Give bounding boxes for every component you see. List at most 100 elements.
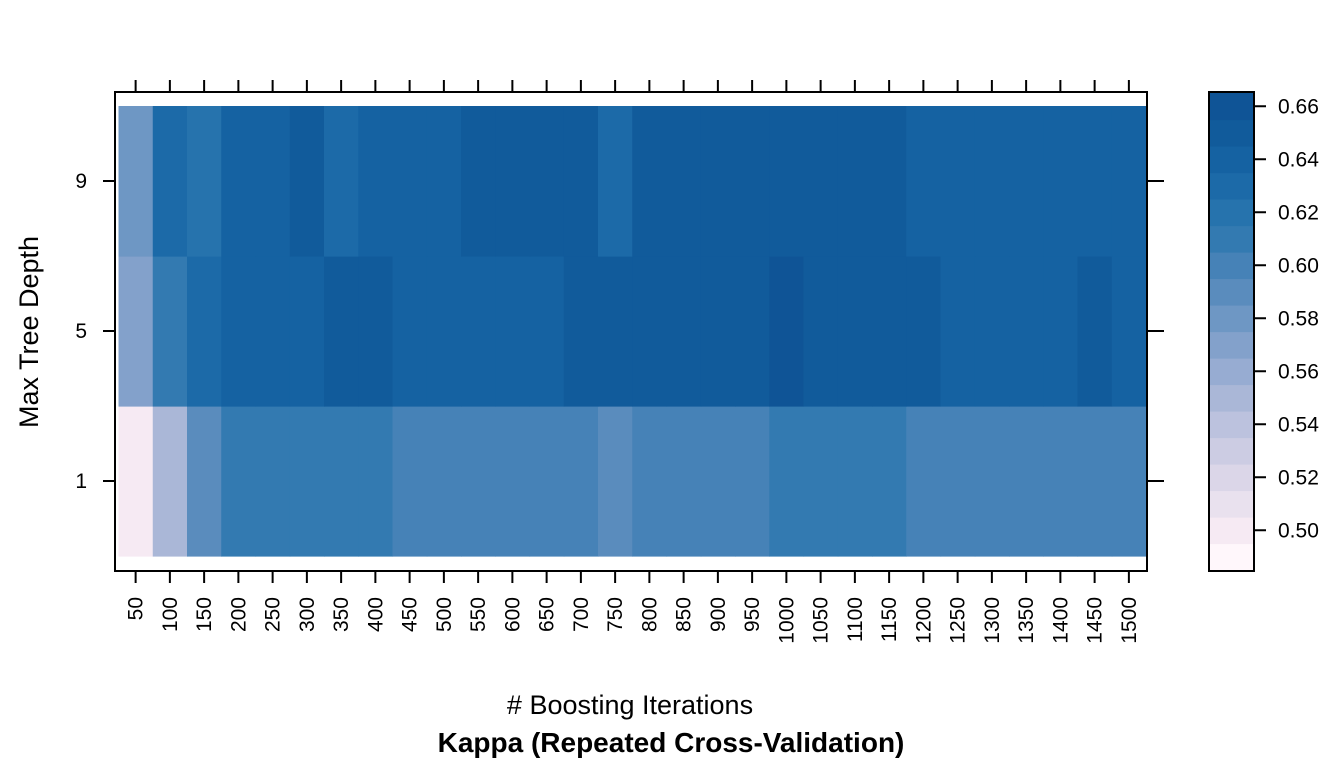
x-tick-label: 100 [159, 597, 182, 632]
colorbar-tick-label: 0.58 [1278, 307, 1319, 330]
x-tick-label: 450 [399, 597, 422, 632]
heatmap-cell [392, 106, 428, 257]
x-tick-label: 1500 [1118, 597, 1141, 644]
heatmap-cell [940, 406, 976, 557]
heatmap-cell [598, 106, 633, 257]
heatmap-cell [324, 106, 359, 257]
x-tick-label: 1150 [878, 597, 901, 642]
colorbar-tick-label: 0.64 [1278, 148, 1319, 171]
colorbar-tick-label: 0.52 [1278, 466, 1319, 489]
heatmap-cell [289, 106, 325, 257]
heatmap-cell [1077, 406, 1113, 557]
heatmap-cell [666, 106, 702, 257]
colorbar-band [1210, 384, 1253, 412]
y-axis-title: Max Tree Depth [14, 236, 44, 428]
x-tick-label: 800 [638, 597, 661, 632]
heatmap-cell [152, 406, 188, 557]
x-tick-label: 500 [433, 597, 456, 632]
heatmap-cell [735, 106, 770, 257]
x-tick-label: 1200 [912, 597, 935, 644]
x-tick-label: 50 [125, 597, 148, 620]
x-tick-label: 400 [364, 597, 387, 632]
heatmap-cell [872, 406, 907, 557]
heatmap-cell [358, 256, 394, 407]
heatmap-cell [495, 256, 531, 407]
heatmap-cell [324, 406, 359, 557]
heatmap-cell [426, 106, 462, 257]
x-tick-label: 1100 [844, 597, 867, 642]
heatmap-cell [1009, 106, 1044, 257]
heatmap-cell [632, 256, 668, 407]
colorbar-band [1210, 119, 1253, 147]
colorbar-band [1210, 543, 1253, 571]
heatmap-cell [837, 406, 873, 557]
heatmap-cell [152, 106, 188, 257]
heatmap-cell [700, 256, 736, 407]
heatmap-cell [872, 106, 907, 257]
x-axis-ticks: 50 100 150 200 250 300 350 400 450 500 550 600 650 70… [125, 80, 1141, 644]
heatmap-cell [1043, 106, 1079, 257]
heatmap-cell [221, 406, 257, 557]
heatmap-cell [906, 106, 942, 257]
colorbar-band [1210, 199, 1253, 227]
colorbar-band [1210, 411, 1253, 439]
heatmap-cell [563, 106, 599, 257]
heatmap-cell [803, 106, 839, 257]
heatmap-cell [940, 106, 976, 257]
heatmap-cell [118, 406, 154, 557]
heatmap-cell [632, 406, 668, 557]
heatmap-cell [255, 106, 291, 257]
heatmap-cell [255, 406, 291, 557]
heatmap-cell [358, 106, 394, 257]
heatmap-cell [700, 106, 736, 257]
heatmap-cell [769, 406, 805, 557]
heatmap-cell [598, 406, 633, 557]
colorbar-band [1210, 146, 1253, 174]
heatmap-cell [358, 406, 394, 557]
heatmap-cell [529, 256, 565, 407]
heatmap-cell [187, 256, 222, 407]
colorbar-band [1210, 517, 1253, 545]
colorbar-tick-label: 0.54 [1278, 413, 1319, 436]
colorbar-tick-label: 0.50 [1278, 519, 1319, 542]
colorbar-frame [1208, 91, 1255, 572]
x-tick-label: 1350 [1015, 597, 1038, 644]
colorbar-band [1210, 305, 1253, 333]
heatmap-cell [426, 256, 462, 407]
heatmap-cell [529, 406, 565, 557]
y-tick-label: 5 [75, 320, 87, 343]
heatmap-cell [324, 256, 359, 407]
colorbar-band [1210, 331, 1253, 359]
x-tick-label: 1450 [1084, 597, 1107, 644]
x-tick-label: 850 [673, 597, 696, 632]
heatmap-cell [461, 256, 496, 407]
colorbar-tick-label: 0.66 [1278, 95, 1319, 118]
heatmap-cells [118, 106, 1147, 557]
heatmap-cell [803, 406, 839, 557]
x-tick-label: 300 [296, 597, 319, 632]
heatmap-cell [1111, 256, 1147, 407]
heatmap-cell [769, 256, 805, 407]
heatmap-cell [974, 256, 1010, 407]
x-tick-label: 700 [570, 597, 593, 632]
heatmap-cell [940, 256, 976, 407]
x-tick-label: 200 [227, 597, 250, 632]
x-tick-label: 950 [741, 597, 764, 632]
heatmap-cell [872, 256, 907, 407]
heatmap-cell [837, 106, 873, 257]
x-tick-label: 1300 [981, 597, 1004, 644]
heatmap-cell [632, 106, 668, 257]
heatmap-cell [529, 106, 565, 257]
heatmap-cell [837, 256, 873, 407]
heatmap-cell [563, 256, 599, 407]
colorbar-band [1210, 464, 1253, 492]
heatmap-cell [426, 406, 462, 557]
heatmap-cell [221, 106, 257, 257]
heatmap-cell [666, 406, 702, 557]
colorbar-tick-label: 0.62 [1278, 201, 1319, 224]
heatmap-cell [906, 256, 942, 407]
heatmap-cell [495, 406, 531, 557]
heatmap-cell [495, 106, 531, 257]
colorbar-tick-label: 0.60 [1278, 254, 1319, 277]
colorbar-band [1210, 490, 1253, 518]
